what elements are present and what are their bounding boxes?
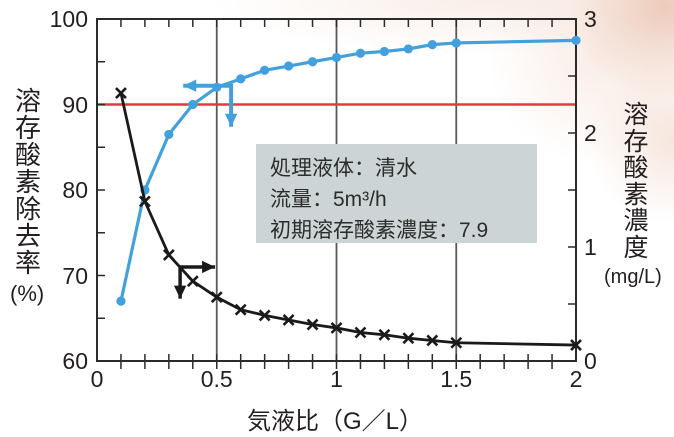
data-point-circle [164,129,174,140]
data-point-x-marker [115,87,127,100]
right-axis-title-char: 度 [623,233,649,262]
data-point-x-marker [138,195,151,208]
left-axis-title-char: 酸 [14,140,41,170]
data-point-x-marker [450,336,463,349]
data-point-circle [355,48,366,58]
data-point-circle [379,46,389,57]
right-axis-title-char: 酸 [623,154,649,182]
data-point-circle [307,57,318,67]
data-point-circle [116,296,126,306]
left-axis-title-char: 存 [14,113,41,143]
series-line-left-axis [119,38,577,302]
x-tick-label: 2 [569,366,583,392]
left-tick-label: 70 [62,262,88,289]
black-curve-right-axis-arrow-head [202,260,216,274]
data-point-x-marker [570,339,582,351]
right-axis-title-char: 溶 [623,101,649,129]
data-point-circle [571,35,581,45]
left-tick-label: 90 [62,91,88,118]
data-point-x-marker [186,275,199,288]
right-axis-title-char: 素 [623,180,649,209]
left-tick-label: 60 [62,348,88,374]
left-axis-title: 溶存酸素除去率 [6,88,50,277]
right-tick-label: 0 [584,348,597,374]
left-axis-title-char: 率 [14,248,41,278]
right-tick-label: 1 [584,234,597,260]
right-axis-title-char: 存 [623,127,649,156]
data-point-x-marker [162,249,175,261]
x-tick-label: 0 [90,366,104,392]
data-point-circle [188,99,198,110]
data-point-x-marker [330,322,343,334]
data-point-x-marker [402,332,415,345]
blue-curve-left-axis-arrow [183,83,234,127]
right-axis-unit: (mg/L) [604,266,662,288]
x-tick-label: 0.5 [200,366,233,392]
black-curve-right-axis-arrow-head [173,285,187,299]
info-line-liquid: 処理液体：清水 [270,157,417,180]
data-point-circle [403,44,413,54]
data-point-x-marker [306,318,319,331]
right-tick-label: 3 [584,6,597,32]
data-point-x-marker [282,314,295,326]
x-axis-title: 気液比（G／L） [246,408,423,435]
left-axis-unit: (%) [10,281,45,306]
data-point-circle [331,52,342,63]
data-point-x-marker [378,328,391,341]
x-tick-label: 1 [330,366,343,392]
data-point-x-marker [210,291,223,304]
data-point-x-marker [354,326,367,339]
data-point-circle [451,38,461,48]
blue-curve-left-axis-arrow-head [224,113,238,127]
data-point-x-marker [234,303,247,316]
x-tick-label: 1.5 [440,366,473,392]
data-point-circle [427,40,437,50]
data-point-x-marker [426,334,439,347]
left-axis-title-char: 除 [14,194,41,224]
data-point-x-marker [258,309,271,322]
left-axis-title-char: 去 [14,221,41,251]
left-axis-title-char: 素 [14,167,41,197]
data-point-circle [260,65,270,75]
left-tick-label: 100 [49,6,88,32]
data-point-circle [236,74,246,84]
conditions-info-box: 処理液体：清水 流量：5m³/h 初期溶存酸素濃度：7.9 [256,144,537,243]
blue-curve-left-axis-arrow-head [183,79,197,92]
left-tick-label: 80 [62,177,88,203]
info-line-flow: 流量：5m³/h [270,188,387,211]
info-line-initial: 初期溶存酸素濃度：7.9 [270,219,489,242]
left-axis-title-char: 溶 [14,86,41,116]
right-axis-title-char: 濃 [623,207,649,235]
right-axis-title: 溶存酸素濃度 [610,102,662,261]
right-tick-label: 2 [584,120,597,146]
data-point-circle [284,61,294,71]
